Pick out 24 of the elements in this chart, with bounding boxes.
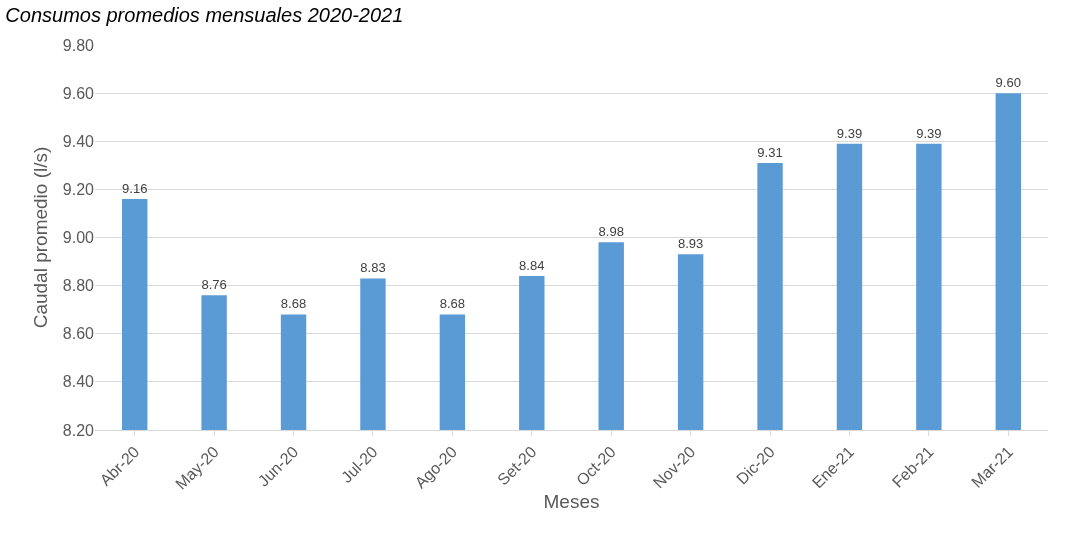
y-tick-label: 9.20: [62, 180, 95, 198]
x-axis-title: Meses: [543, 490, 600, 512]
data-label: 8.84: [519, 257, 545, 273]
y-tick-label: 9.80: [62, 36, 95, 54]
y-tick-label: 9.00: [62, 229, 95, 247]
data-label: 8.76: [201, 277, 227, 293]
data-label: 9.31: [757, 144, 783, 160]
y-tick-label: 8.80: [62, 277, 95, 295]
chart-title: Consumos promedios mensuales 2020-2021: [5, 4, 404, 27]
y-tick-label: 8.20: [62, 421, 95, 439]
data-label: 8.68: [280, 296, 307, 312]
y-tick-label: 8.40: [62, 373, 95, 391]
data-label: 8.83: [360, 260, 386, 276]
data-label: 9.60: [995, 75, 1021, 91]
data-label: 8.98: [598, 224, 624, 240]
data-label: 8.68: [439, 296, 466, 312]
y-tick-label: 9.40: [62, 132, 95, 150]
y-axis-title: Caudal promedio (l/s): [30, 146, 51, 329]
data-label: 8.93: [677, 236, 704, 252]
y-tick-label: 8.60: [62, 325, 95, 343]
data-label: 9.39: [836, 125, 863, 141]
data-label: 9.39: [916, 125, 942, 141]
data-label: 9.16: [122, 180, 148, 196]
y-tick-label: 9.60: [62, 84, 95, 102]
